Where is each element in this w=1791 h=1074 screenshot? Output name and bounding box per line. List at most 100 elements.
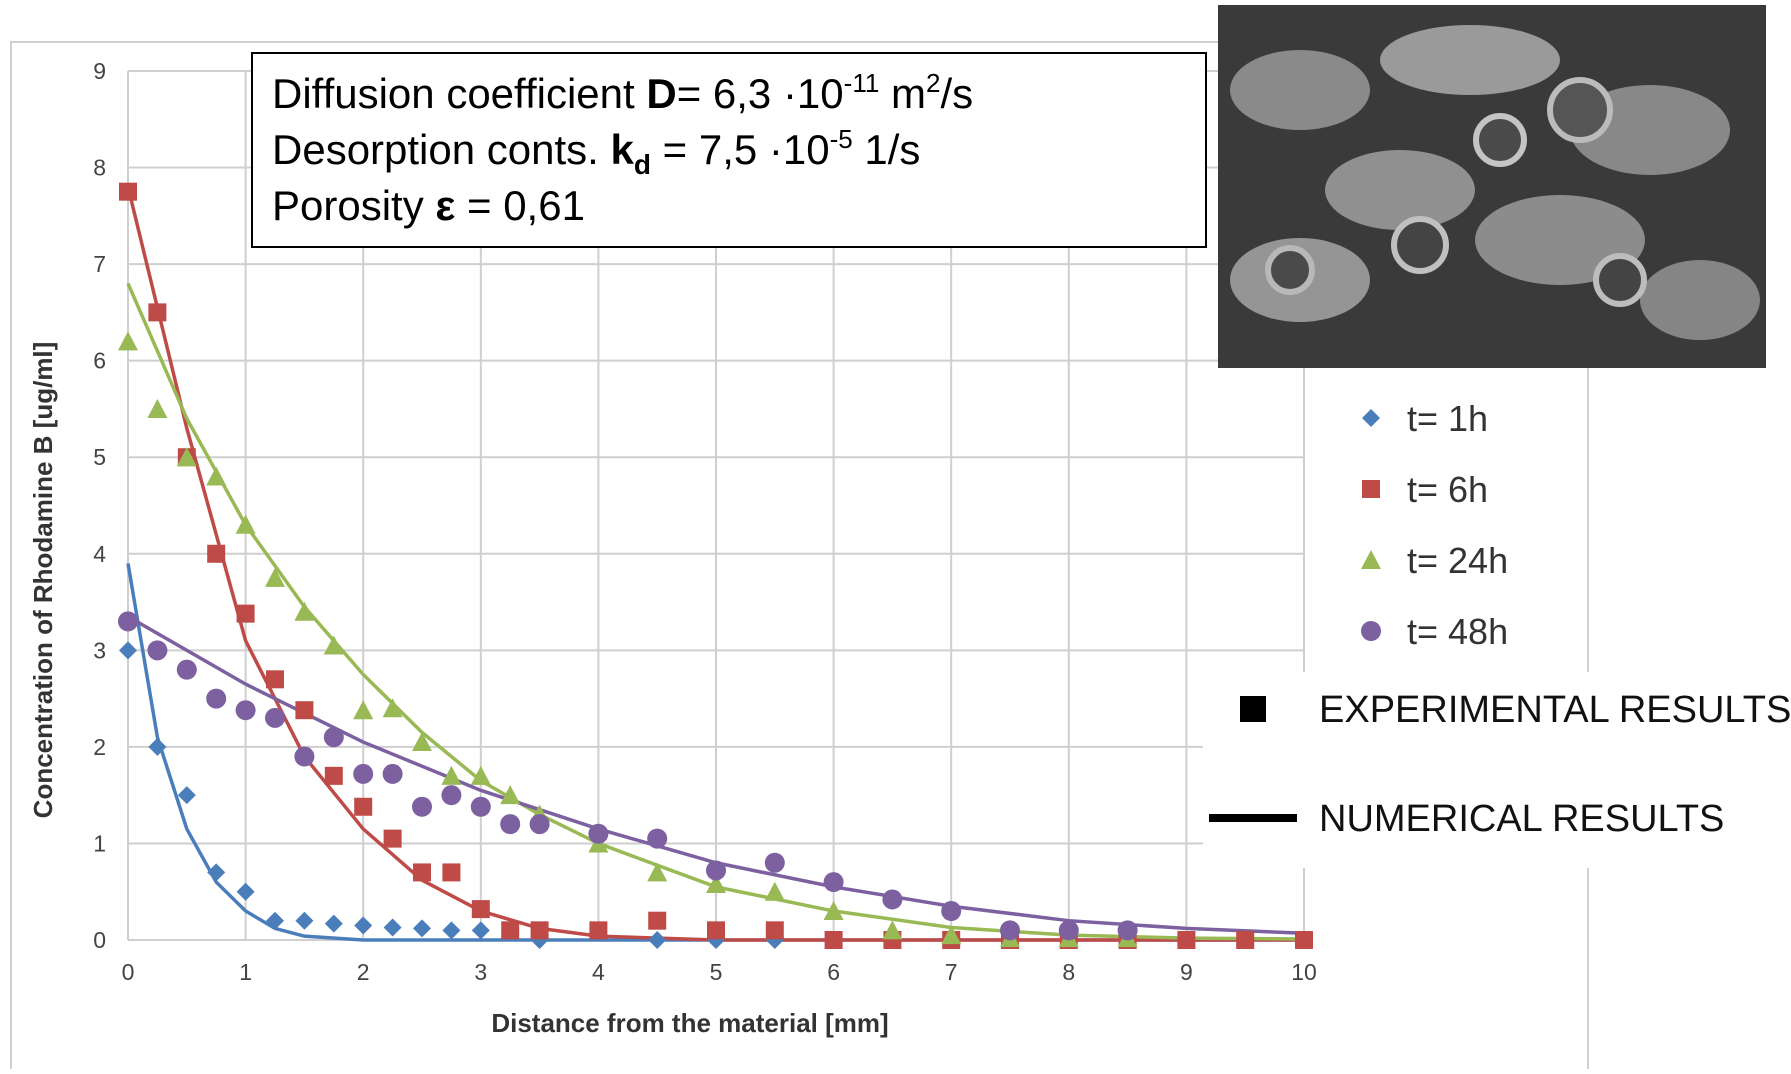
annotation-part: -11	[844, 68, 880, 98]
marker	[413, 863, 431, 882]
marker	[1361, 550, 1381, 569]
marker	[147, 398, 168, 418]
marker	[588, 823, 609, 844]
marker	[118, 611, 138, 632]
experimental-key	[1240, 696, 1266, 722]
x-tick-label: 6	[827, 959, 840, 985]
marker	[265, 707, 285, 728]
marker	[354, 797, 373, 816]
marker	[1295, 931, 1313, 949]
marker	[500, 785, 521, 805]
x-tick-label: 7	[945, 959, 958, 985]
marker	[882, 920, 903, 940]
marker	[119, 641, 137, 660]
sem-image	[1218, 5, 1766, 368]
marker	[118, 331, 138, 351]
marker	[470, 765, 491, 785]
annotation-part: = 7,5 ·10	[651, 126, 830, 173]
marker	[323, 635, 344, 655]
marker	[1117, 920, 1138, 941]
y-tick-label: 4	[93, 541, 106, 567]
chart-border	[10, 41, 1589, 1074]
annotation-part: k	[611, 126, 635, 173]
marker	[177, 786, 196, 805]
marker	[412, 796, 432, 817]
y-tick-label: 7	[93, 251, 106, 277]
marker	[148, 737, 167, 756]
marker	[353, 763, 374, 784]
annotation-part: Diffusion coefficient	[272, 70, 646, 117]
marker	[648, 911, 667, 930]
marker	[207, 544, 226, 563]
legend-backdrop	[1203, 672, 1791, 868]
marker	[470, 796, 491, 817]
annotation-part: = 0,61	[455, 182, 585, 229]
marker	[471, 921, 490, 940]
marker	[441, 785, 462, 806]
marker	[383, 918, 402, 937]
x-tick-label: 3	[474, 959, 487, 985]
y-tick-label: 1	[93, 830, 106, 856]
marker	[382, 698, 403, 718]
marker	[176, 447, 197, 467]
annotation-part: Porosity	[272, 182, 435, 229]
marker	[471, 900, 490, 919]
x-tick-label: 9	[1180, 959, 1193, 985]
x-tick-label: 5	[710, 959, 723, 985]
y-tick-label: 9	[93, 58, 106, 84]
x-tick-label: 1	[239, 959, 252, 985]
marker	[706, 873, 726, 893]
marker	[294, 746, 315, 767]
x-axis-title: Distance from the material [mm]	[491, 1008, 888, 1038]
marker	[647, 862, 668, 882]
annotation-part: d	[634, 149, 651, 180]
marker	[1362, 409, 1380, 427]
marker	[236, 882, 255, 901]
marker	[266, 911, 284, 930]
annotation-part: /s	[940, 70, 973, 117]
y-tick-label: 3	[93, 637, 106, 663]
legend-note: EXPERIMENTAL RESULTS	[1319, 689, 1791, 731]
plot-area	[118, 182, 1313, 949]
fit-line	[126, 186, 1304, 942]
marker	[235, 700, 256, 721]
marker	[764, 852, 785, 873]
annotation-part: -5	[830, 124, 853, 154]
marker	[353, 700, 374, 720]
marker	[823, 872, 844, 893]
legend: t= 1h t= 6h t= 24h t= 48h	[1361, 398, 1508, 652]
x-tick-label: 4	[592, 959, 605, 985]
legend-label: t= 48h	[1407, 611, 1508, 652]
marker	[147, 640, 168, 661]
marker	[882, 889, 903, 910]
y-axis-title: Concentration of Rhodamine B [ug/ml]	[28, 342, 58, 819]
annotation-part: 1/s	[853, 126, 921, 173]
marker	[648, 931, 667, 949]
marker	[589, 921, 608, 940]
marker	[941, 901, 962, 922]
y-tick-label: 0	[93, 927, 106, 953]
x-tick-label: 0	[122, 959, 135, 985]
marker	[265, 567, 285, 587]
marker	[412, 732, 432, 752]
marker	[1362, 480, 1380, 498]
marker	[442, 863, 461, 882]
marker	[235, 514, 256, 534]
marker	[206, 688, 227, 709]
annotation-part: D	[646, 70, 676, 117]
annotation-part: Desorption conts.	[272, 126, 611, 173]
marker	[383, 829, 402, 848]
marker	[119, 182, 137, 201]
marker	[647, 828, 668, 849]
marker	[294, 601, 315, 621]
marker	[823, 901, 844, 921]
legend-label: t= 24h	[1407, 540, 1508, 581]
marker	[500, 814, 521, 835]
marker	[706, 860, 726, 881]
marker	[206, 466, 227, 486]
annotation-part: 2	[926, 68, 940, 98]
marker	[1361, 621, 1381, 641]
marker	[707, 921, 725, 940]
marker	[1177, 931, 1196, 949]
